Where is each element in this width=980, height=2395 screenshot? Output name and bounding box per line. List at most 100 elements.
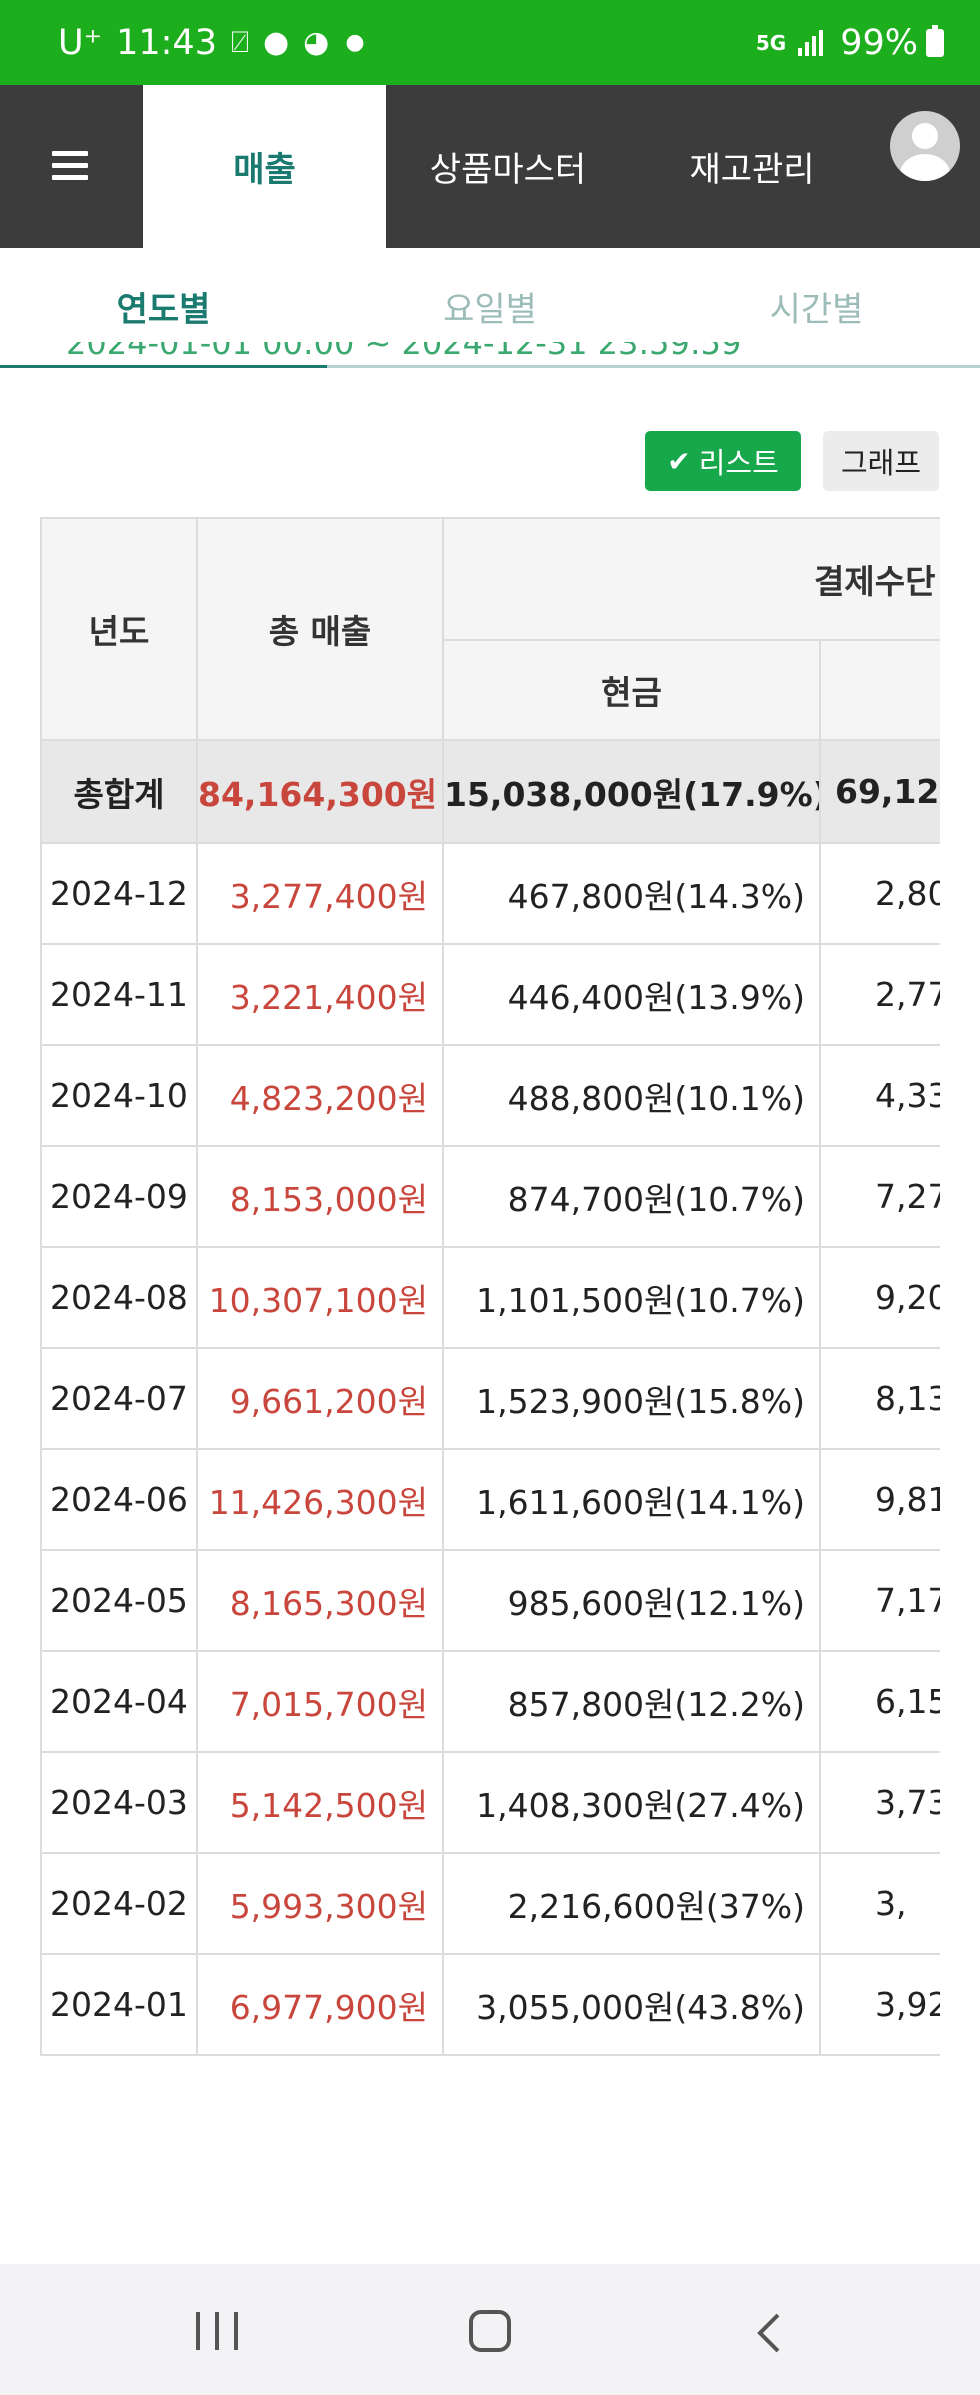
row-card: 4,33 bbox=[818, 1044, 940, 1147]
row-card: 7,17 bbox=[818, 1549, 940, 1652]
row-card: 2,80 bbox=[818, 842, 940, 945]
table-row: 2024-01 6,977,900원 3,055,000원(43.8%) 3,9… bbox=[40, 1953, 940, 2056]
row-cash: 1,101,500원(10.7%) bbox=[442, 1246, 821, 1349]
row-card: 3,73 bbox=[818, 1751, 940, 1854]
date-range-text: 2024-01-01 00:00 ~ 2024-12-31 23:59:59 bbox=[66, 342, 742, 362]
row-card: 9,81 bbox=[818, 1448, 940, 1551]
row-card: 2,77 bbox=[818, 943, 940, 1046]
signal-icon bbox=[798, 29, 826, 56]
menu-icon[interactable] bbox=[52, 151, 88, 181]
tab-product-master[interactable]: 상품마스터 bbox=[429, 150, 587, 190]
table-row: 2024-06 11,426,300원 1,611,600원(14.1%) 9,… bbox=[40, 1448, 940, 1551]
row-sales: 5,142,500원 bbox=[196, 1751, 444, 1854]
row-card: 6,15 bbox=[818, 1650, 940, 1753]
row-sales: 9,661,200원 bbox=[196, 1347, 444, 1450]
kakao-notification-icon: ◕ bbox=[303, 25, 330, 60]
row-cash: 446,400원(13.9%) bbox=[442, 943, 821, 1046]
sales-table-scroll[interactable]: 년도 총 매출 결제수단 현금 총합계 84,164,300원 15,038,0… bbox=[40, 517, 940, 2059]
status-left: U⁺ 11:43 ⍁ ● ◕ ● bbox=[58, 0, 365, 85]
table-row: 2024-08 10,307,100원 1,101,500원(10.7%) 9,… bbox=[40, 1246, 940, 1349]
header-total-sales[interactable]: 총 매출 bbox=[196, 517, 444, 741]
table-total-row: 총합계 84,164,300원 15,038,000원(17.9%) 69,12… bbox=[40, 739, 940, 844]
row-year: 2024-07 bbox=[40, 1347, 198, 1450]
row-year: 2024-06 bbox=[40, 1448, 198, 1551]
row-sales: 6,977,900원 bbox=[196, 1953, 444, 2056]
carrier-label: U⁺ bbox=[58, 22, 103, 63]
row-sales: 10,307,100원 bbox=[196, 1246, 444, 1349]
status-right: 5G 99% bbox=[756, 0, 944, 85]
subtab-weekday[interactable]: 요일별 bbox=[443, 290, 537, 330]
row-year: 2024-04 bbox=[40, 1650, 198, 1753]
system-nav-bar bbox=[0, 2264, 980, 2395]
header-year[interactable]: 년도 bbox=[40, 517, 198, 741]
recent-apps-icon[interactable] bbox=[196, 2312, 238, 2350]
row-year: 2024-03 bbox=[40, 1751, 198, 1854]
total-label: 총합계 bbox=[40, 739, 198, 844]
row-card: 8,13 bbox=[818, 1347, 940, 1450]
subtab-hourly[interactable]: 시간별 bbox=[769, 290, 864, 330]
status-time: 11:43 bbox=[116, 22, 217, 63]
table-row: 2024-05 8,165,300원 985,600원(12.1%) 7,17 bbox=[40, 1549, 940, 1652]
status-bar: U⁺ 11:43 ⍁ ● ◕ ● 5G 99% bbox=[0, 0, 980, 85]
table-row: 2024-10 4,823,200원 488,800원(10.1%) 4,33 bbox=[40, 1044, 940, 1147]
table-subheader-row: 현금 bbox=[41, 639, 940, 741]
tab-inventory[interactable]: 재고관리 bbox=[689, 150, 815, 190]
sales-table: 년도 총 매출 결제수단 현금 총합계 84,164,300원 15,038,0… bbox=[40, 517, 940, 2056]
total-sales-cell: 84,164,300원 bbox=[196, 739, 444, 844]
row-sales: 3,221,400원 bbox=[196, 943, 444, 1046]
row-year: 2024-11 bbox=[40, 943, 198, 1046]
row-sales: 8,153,000원 bbox=[196, 1145, 444, 1248]
row-cash: 985,600원(12.1%) bbox=[442, 1549, 821, 1652]
header-payment-method: 결제수단 bbox=[441, 517, 940, 641]
header-card[interactable] bbox=[818, 639, 940, 741]
table-row: 2024-12 3,277,400원 467,800원(14.3%) 2,80 bbox=[40, 842, 940, 945]
row-sales: 7,015,700원 bbox=[196, 1650, 444, 1753]
row-year: 2024-08 bbox=[40, 1246, 198, 1349]
more-notifications-icon: ● bbox=[345, 30, 365, 55]
check-icon: ✔ bbox=[667, 444, 691, 478]
tab-sales[interactable]: 매출 bbox=[143, 85, 386, 248]
sub-tabs: 연도별 요일별 시간별 bbox=[0, 248, 980, 368]
avatar-icon[interactable] bbox=[890, 111, 960, 181]
back-icon[interactable] bbox=[756, 2312, 782, 2354]
table-row: 2024-02 5,993,300원 2,216,600원(37%) 3, bbox=[40, 1852, 940, 1955]
row-cash: 467,800원(14.3%) bbox=[442, 842, 821, 945]
row-year: 2024-12 bbox=[40, 842, 198, 945]
row-cash: 1,523,900원(15.8%) bbox=[442, 1347, 821, 1450]
table-row: 2024-07 9,661,200원 1,523,900원(15.8%) 8,1… bbox=[40, 1347, 940, 1450]
row-sales: 3,277,400원 bbox=[196, 842, 444, 945]
table-row: 2024-04 7,015,700원 857,800원(12.2%) 6,15 bbox=[40, 1650, 940, 1753]
app-header: 매출 상품마스터 재고관리 bbox=[0, 85, 980, 248]
list-view-button[interactable]: ✔ 리스트 bbox=[645, 431, 801, 491]
graph-view-button[interactable]: 그래프 bbox=[823, 431, 939, 491]
row-card: 3,92 bbox=[818, 1953, 940, 2056]
row-sales: 8,165,300원 bbox=[196, 1549, 444, 1652]
row-cash: 1,408,300원(27.4%) bbox=[442, 1751, 821, 1854]
total-card-cell: 69,126 bbox=[818, 739, 940, 844]
subtab-indicator bbox=[0, 365, 327, 368]
nfc-icon: ⍁ bbox=[230, 25, 249, 60]
row-sales: 5,993,300원 bbox=[196, 1852, 444, 1955]
row-cash: 874,700원(10.7%) bbox=[442, 1145, 821, 1248]
table-row: 2024-09 8,153,000원 874,700원(10.7%) 7,27 bbox=[40, 1145, 940, 1248]
row-cash: 3,055,000원(43.8%) bbox=[442, 1953, 821, 2056]
row-card: 3, bbox=[818, 1852, 940, 1955]
table-row: 2024-11 3,221,400원 446,400원(13.9%) 2,77 bbox=[40, 943, 940, 1046]
row-cash: 488,800원(10.1%) bbox=[442, 1044, 821, 1147]
row-year: 2024-01 bbox=[40, 1953, 198, 2056]
battery-level: 99% bbox=[840, 22, 918, 63]
row-year: 2024-09 bbox=[40, 1145, 198, 1248]
header-cash[interactable]: 현금 bbox=[442, 639, 821, 741]
row-year: 2024-10 bbox=[40, 1044, 198, 1147]
home-icon[interactable] bbox=[469, 2310, 511, 2352]
subtab-yearly[interactable]: 연도별 bbox=[116, 290, 211, 330]
table-row: 2024-03 5,142,500원 1,408,300원(27.4%) 3,7… bbox=[40, 1751, 940, 1854]
row-sales: 11,426,300원 bbox=[196, 1448, 444, 1551]
app-notification-icon: ● bbox=[262, 25, 290, 60]
row-cash: 2,216,600원(37%) bbox=[442, 1852, 821, 1955]
table-header-row: 년도 총 매출 결제수단 bbox=[40, 517, 940, 741]
row-sales: 4,823,200원 bbox=[196, 1044, 444, 1147]
row-card: 7,27 bbox=[818, 1145, 940, 1248]
row-card: 9,20 bbox=[818, 1246, 940, 1349]
total-cash-cell: 15,038,000원(17.9%) bbox=[442, 739, 821, 844]
